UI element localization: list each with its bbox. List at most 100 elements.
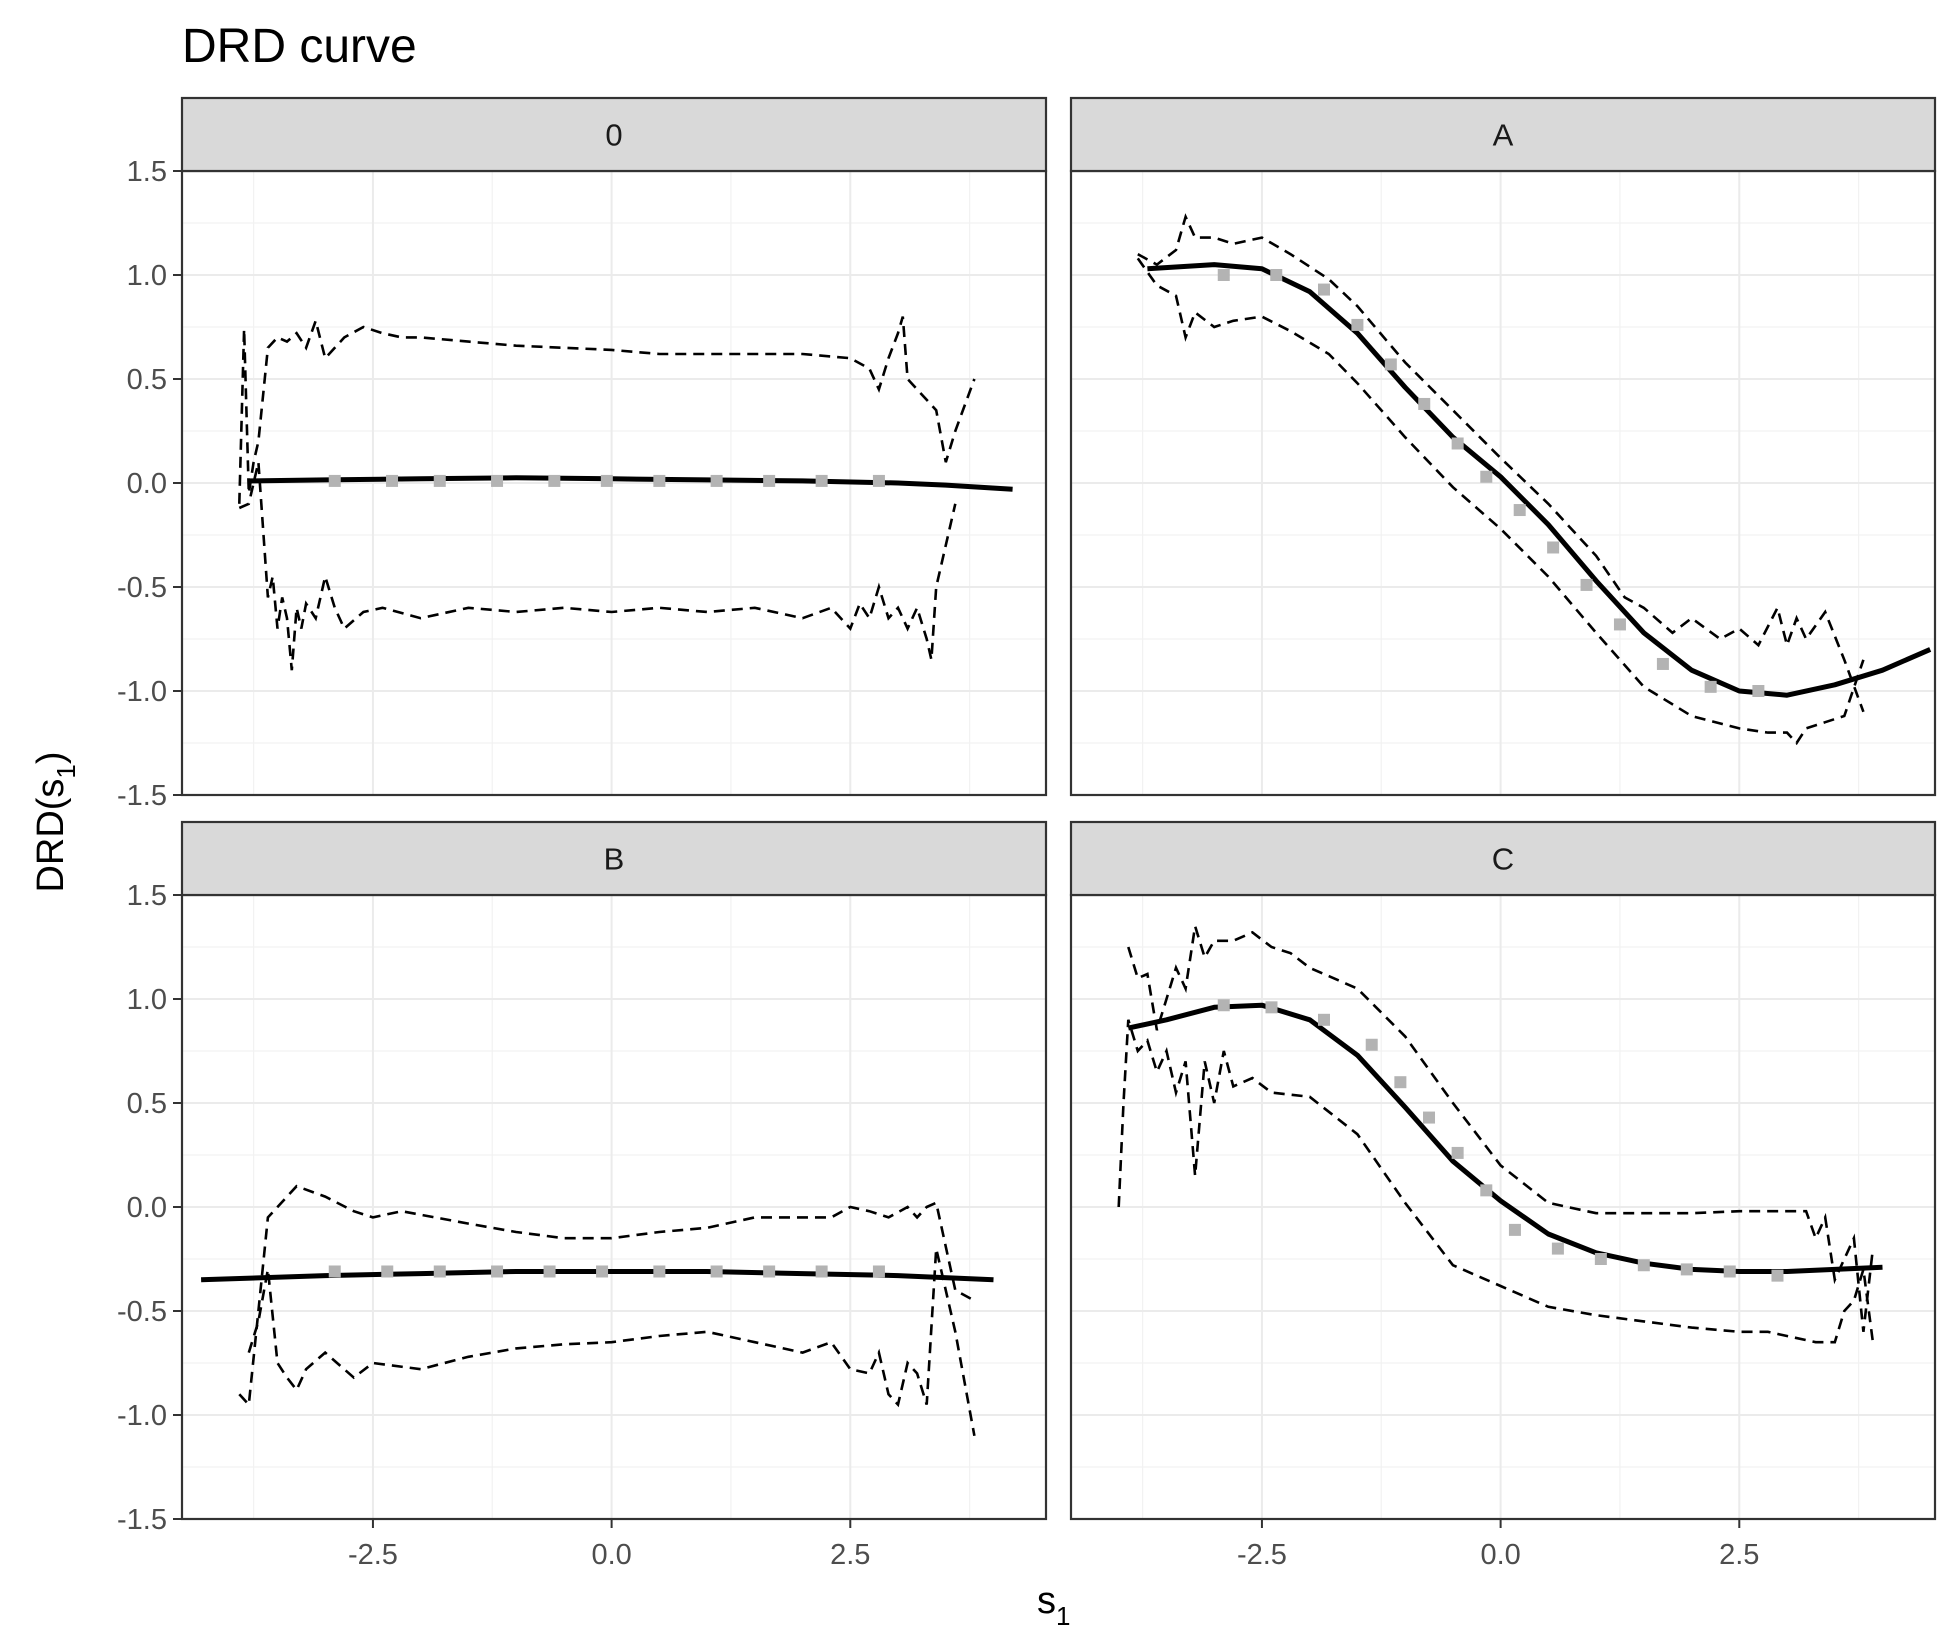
y-tick-label: -1.5 (117, 780, 167, 812)
data-point (872, 1265, 885, 1278)
data-point (548, 474, 561, 487)
data-point (815, 1265, 828, 1278)
lower-band-line (1136, 257, 1865, 746)
data-point (600, 474, 613, 487)
y-tick-label: 1.0 (127, 260, 167, 292)
x-axis-title: s1 (1037, 1580, 1070, 1631)
y-axis-title: DRD(s1) (30, 751, 81, 892)
strip-background (180, 820, 1048, 897)
strip-background (1069, 96, 1937, 173)
strip-background (180, 96, 1048, 173)
x-tick-label: 0.0 (1480, 1539, 1520, 1571)
x-tick-label: 2.5 (830, 1539, 870, 1571)
data-point (1704, 680, 1717, 693)
data-point (1480, 470, 1493, 483)
y-tick-label: 0.5 (127, 364, 167, 396)
data-point (433, 474, 446, 487)
data-point (815, 474, 828, 487)
estimate-line (201, 1269, 994, 1283)
data-point (328, 474, 341, 487)
data-point (1365, 1038, 1378, 1051)
data-point (1594, 1253, 1607, 1265)
data-point (386, 474, 399, 487)
upper-band-line (1127, 925, 1875, 1332)
y-tick-label: 0.0 (127, 468, 167, 500)
data-point (1451, 437, 1464, 450)
data-point (491, 474, 504, 487)
data-point (1723, 1265, 1736, 1278)
y-tick-label: 0.0 (127, 1192, 167, 1224)
data-point (381, 1265, 394, 1278)
chart-title: DRD curve (182, 20, 417, 73)
upper-band-line (238, 316, 976, 504)
data-point (1270, 269, 1283, 281)
data-point (1752, 685, 1765, 697)
lower-band-line (247, 1248, 976, 1437)
y-tick-label: -1.0 (117, 1400, 167, 1432)
data-point (653, 474, 666, 487)
y-tick-label: 1.5 (127, 880, 167, 912)
data-point (1680, 1263, 1693, 1276)
panel-C: C -2.5 0.0 2.5 (1069, 820, 1937, 1571)
panel-data (1117, 925, 1883, 1344)
y-tick-label: 0.5 (127, 1088, 167, 1120)
data-point (1265, 1001, 1278, 1014)
estimate-line (1127, 1002, 1883, 1274)
x-tick-label: -2.5 (348, 1539, 398, 1571)
data-point (1217, 269, 1230, 281)
data-point (1317, 1013, 1330, 1026)
data-point (1613, 618, 1626, 631)
y-tick-label: -0.5 (117, 572, 167, 604)
data-point (1217, 999, 1230, 1012)
data-point (1480, 1184, 1493, 1197)
x-tick-label: 0.0 (591, 1539, 631, 1571)
strip-label: 0 (605, 118, 622, 153)
upper-band-line (1137, 213, 1865, 713)
x-tick-label: 2.5 (1719, 1539, 1759, 1571)
panels: 0-1.5-1.0-0.50.00.51.01.5AB-1.5-1.0-0.50… (117, 96, 1937, 1571)
data-point (763, 1265, 776, 1278)
panel-data (201, 1184, 994, 1437)
data-point (1513, 504, 1526, 517)
data-point (433, 1265, 446, 1278)
data-point (1384, 358, 1397, 371)
data-point (710, 1265, 723, 1278)
strip-label: C (1492, 842, 1514, 877)
data-point (1551, 1242, 1564, 1255)
data-point (1317, 283, 1330, 296)
data-point (491, 1265, 504, 1278)
y-tick-label: 1.0 (127, 984, 167, 1016)
lower-band-line (1117, 1019, 1875, 1344)
y-tick-label: -1.0 (117, 676, 167, 708)
strip-background (1069, 820, 1937, 897)
panel-data (1136, 213, 1932, 746)
data-point (1508, 1223, 1521, 1236)
data-point (1451, 1146, 1464, 1159)
panel-data (238, 316, 1013, 671)
panel-A: A (1069, 96, 1937, 797)
strip-label: B (604, 842, 625, 877)
panel-B: B -1.5 -1.0 -0.5 0.0 0.5 1.0 1.5 -2.5 0.0 2.5 (117, 820, 1048, 1571)
data-point (543, 1265, 556, 1278)
data-point (328, 1265, 341, 1278)
data-point (1418, 397, 1431, 410)
data-point (1771, 1269, 1784, 1282)
y-tick-label: -0.5 (117, 1296, 167, 1328)
data-point (1351, 318, 1364, 331)
data-point (653, 1265, 666, 1278)
data-point (1637, 1259, 1650, 1272)
x-tick-label: -2.5 (1237, 1539, 1287, 1571)
y-tick-label: -1.5 (117, 1504, 167, 1536)
data-point (872, 474, 885, 487)
data-point (1394, 1076, 1407, 1089)
data-point (763, 474, 776, 487)
data-point (1656, 657, 1669, 670)
data-point (710, 474, 723, 487)
data-point (596, 1265, 609, 1278)
panel-0: 0 -1.5 -1.0 -0.5 0.0 0.5 1.0 1.5 (117, 96, 1048, 812)
estimate-line (1147, 262, 1932, 698)
data-point (1547, 541, 1560, 554)
data-point (1423, 1111, 1436, 1124)
y-tick-label: 1.5 (127, 156, 167, 188)
